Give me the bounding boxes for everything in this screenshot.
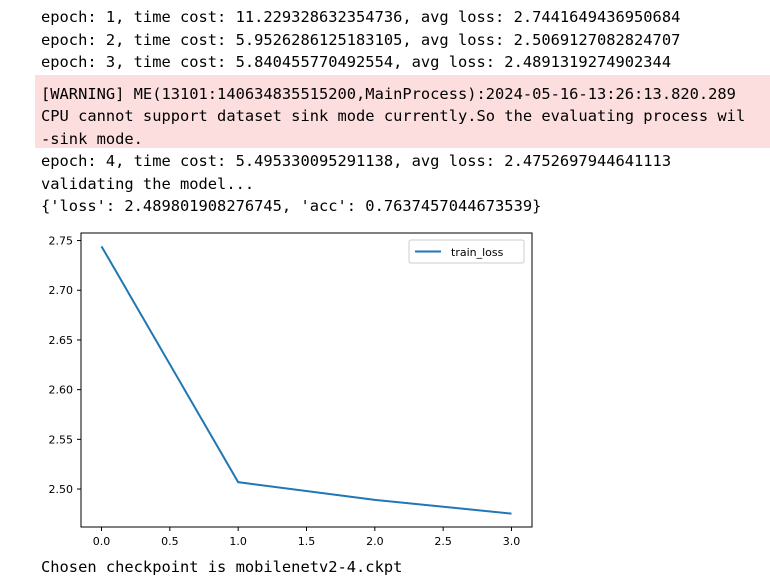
x-tick-label: 1.5 [298,535,316,548]
x-tick-label: 1.0 [229,535,247,548]
epoch-line: epoch: 4, time cost: 5.495330095291138, … [41,152,672,170]
x-tick-label: 2.5 [434,535,452,548]
x-tick-label: 2.0 [366,535,384,548]
epoch-line: epoch: 1, time cost: 11.229328632354736,… [41,8,681,26]
warning-line: [WARNING] ME(13101:140634835515200,MainP… [41,85,736,103]
x-tick-label: 0.5 [161,535,179,548]
y-tick-label: 2.50 [49,483,74,496]
plot-frame [80,232,533,528]
status-line: validating the model... [41,175,255,193]
y-tick-label: 2.75 [49,235,74,248]
epoch-line: epoch: 2, time cost: 5.9526286125183105,… [41,31,681,49]
warning-line: -sink mode. [41,130,143,148]
y-tick-label: 2.60 [49,384,74,397]
x-tick-label: 0.0 [93,535,111,548]
loss-chart: 0.0 0.5 1.0 1.5 2.0 2.5 3.0 2.50 2.55 2.60 2.65 2.7… [49,232,533,548]
epoch-line: epoch: 3, time cost: 5.840455770492554, … [41,53,672,71]
metrics-line: {'loss': 2.489801908276745, 'acc': 0.763… [41,197,542,215]
warning-line: CPU cannot support dataset sink mode cur… [41,107,746,125]
warning-box: [WARNING] ME(13101:140634835515200,MainP… [35,75,770,148]
checkpoint-line: Chosen checkpoint is mobilenetv2-4.ckpt [41,558,403,576]
series-line-train_loss [100,245,512,515]
legend-box [408,239,525,264]
y-tick-label: 2.70 [49,284,74,297]
y-tick-label: 2.55 [49,433,74,446]
plot-layer: 0.0 0.5 1.0 1.5 2.0 2.5 3.0 2.50 2.55 2.60 2.65 2.7… [49,232,533,548]
legend-label: train_loss [451,246,504,259]
x-tick-label: 3.0 [503,535,521,548]
y-tick-label: 2.65 [49,334,74,347]
